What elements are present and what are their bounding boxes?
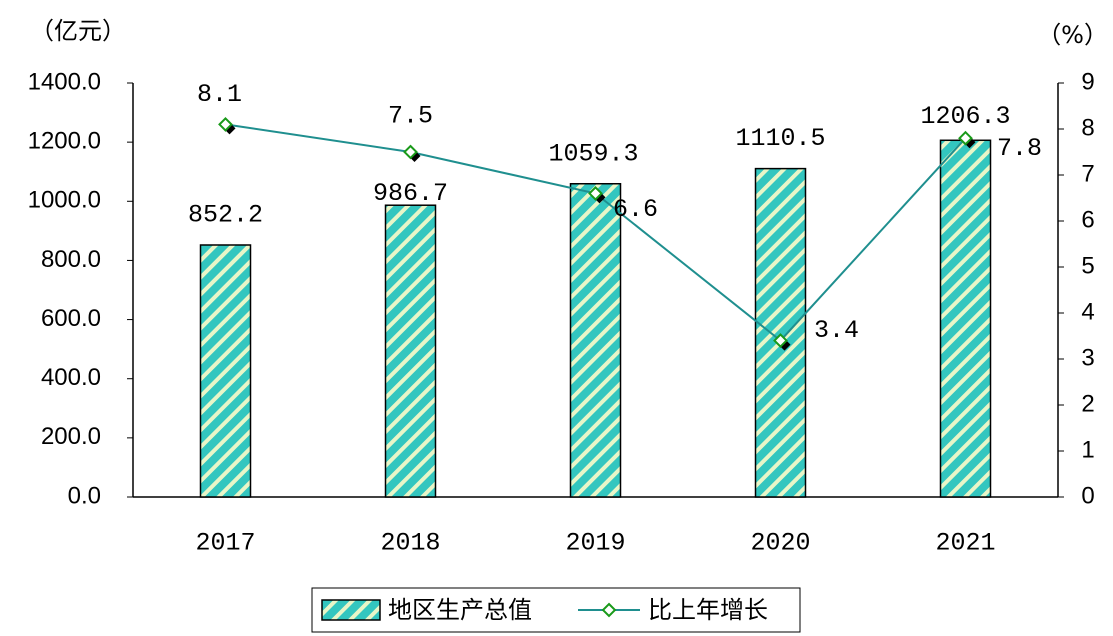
marker bbox=[588, 185, 603, 201]
y2-tick-label: 4 bbox=[1081, 298, 1094, 325]
bar-value-label: 1110.5 bbox=[735, 124, 825, 153]
y2-tick-label: 2 bbox=[1081, 390, 1094, 417]
legend-marker bbox=[601, 602, 617, 618]
y2-tick-label: 8 bbox=[1081, 114, 1094, 141]
x-tick-label: 2019 bbox=[565, 529, 625, 558]
y2-tick-label: 0 bbox=[1081, 482, 1094, 509]
y2-tick-label: 6 bbox=[1081, 206, 1094, 233]
y2-tick-label: 1 bbox=[1081, 436, 1094, 463]
marker bbox=[218, 116, 233, 132]
x-tick-label: 2017 bbox=[195, 529, 255, 558]
line-value-label: 7.8 bbox=[997, 134, 1042, 163]
y2-axis-label: （%） bbox=[1037, 21, 1108, 49]
y2-tick-label: 9 bbox=[1081, 68, 1094, 95]
bar bbox=[569, 182, 622, 498]
bar-value-label: 1206.3 bbox=[920, 102, 1010, 131]
line-value-label: 7.5 bbox=[388, 102, 433, 131]
y-tick-label: 1400.0 bbox=[28, 68, 101, 95]
bar-value-label: 1059.3 bbox=[548, 139, 638, 168]
y-tick-label: 800.0 bbox=[41, 246, 101, 273]
line-value-label: 3.4 bbox=[814, 316, 859, 345]
y-tick-label: 200.0 bbox=[41, 423, 101, 450]
y-tick-label: 400.0 bbox=[41, 364, 101, 391]
y2-tick-label: 7 bbox=[1081, 160, 1094, 187]
legend-swatch bbox=[321, 599, 381, 621]
y-axis-label: （亿元） bbox=[30, 17, 126, 45]
x-tick-label: 2018 bbox=[380, 529, 440, 558]
y-tick-label: 600.0 bbox=[41, 305, 101, 332]
y2-tick-label: 5 bbox=[1081, 252, 1094, 279]
bar bbox=[939, 139, 992, 498]
y-tick-label: 1000.0 bbox=[28, 187, 101, 214]
bar bbox=[754, 167, 807, 498]
legend-box bbox=[311, 587, 801, 633]
line-value-label: 8.1 bbox=[197, 80, 242, 109]
legend-label: 地区生产总值 bbox=[388, 596, 532, 624]
y2-tick-label: 3 bbox=[1081, 344, 1094, 371]
marker bbox=[958, 130, 973, 146]
bar-value-label: 852.2 bbox=[188, 201, 263, 230]
bar bbox=[384, 204, 437, 498]
line-value-label: 6.6 bbox=[613, 195, 658, 224]
legend-label: 比上年增长 bbox=[648, 596, 768, 624]
bar-value-label: 986.7 bbox=[373, 179, 448, 208]
y-tick-label: 0.0 bbox=[68, 482, 101, 509]
marker bbox=[773, 333, 788, 349]
x-tick-label: 2021 bbox=[935, 529, 995, 558]
bar bbox=[199, 244, 252, 498]
x-tick-label: 2020 bbox=[750, 529, 810, 558]
marker bbox=[403, 144, 418, 160]
y-tick-label: 1200.0 bbox=[28, 127, 101, 154]
